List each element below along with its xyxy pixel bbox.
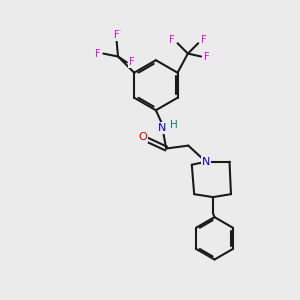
Text: F: F xyxy=(169,35,175,45)
Text: F: F xyxy=(129,57,135,68)
Text: F: F xyxy=(114,30,119,40)
Text: N: N xyxy=(158,123,166,133)
Text: H: H xyxy=(170,120,177,130)
Text: N: N xyxy=(202,157,210,167)
Text: O: O xyxy=(138,132,147,142)
Text: F: F xyxy=(201,35,206,45)
Text: F: F xyxy=(204,52,209,61)
Text: F: F xyxy=(95,49,101,58)
